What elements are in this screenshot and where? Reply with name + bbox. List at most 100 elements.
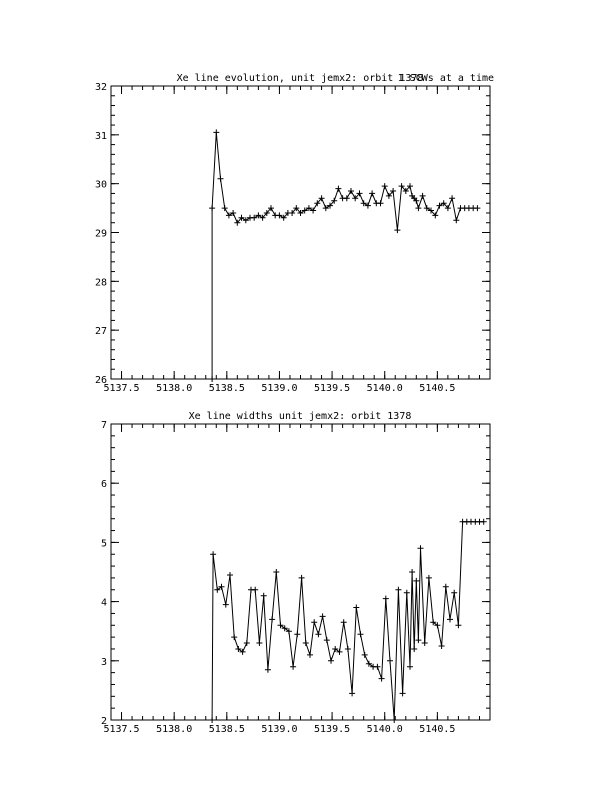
data-point-marker bbox=[402, 188, 409, 194]
data-point-marker bbox=[391, 717, 398, 723]
data-point-marker bbox=[387, 657, 393, 664]
data-point-marker bbox=[365, 660, 372, 667]
y-tick-label: 4 bbox=[101, 598, 107, 609]
data-point-marker bbox=[281, 625, 288, 632]
data-point-marker bbox=[251, 214, 258, 221]
data-point-marker bbox=[322, 205, 329, 212]
x-tick-label: 5138.0 bbox=[156, 383, 192, 394]
x-tick-label: 5140.0 bbox=[367, 724, 403, 735]
data-point-marker bbox=[327, 202, 333, 209]
x-tick-label: 5139.5 bbox=[314, 724, 350, 735]
x-tick-label: 5139.5 bbox=[314, 383, 350, 394]
data-point-marker bbox=[225, 212, 232, 219]
data-point-marker bbox=[301, 207, 308, 214]
data-point-marker bbox=[273, 569, 280, 575]
data-point-marker bbox=[423, 205, 430, 212]
data-point-marker bbox=[263, 210, 270, 216]
data-point-marker bbox=[255, 212, 262, 219]
y-tick-label: 7 bbox=[101, 420, 107, 431]
data-point-marker bbox=[340, 619, 347, 626]
data-point-marker bbox=[474, 205, 481, 212]
evolution-panel: Xe line evolution, unit jemx2: orbit 137… bbox=[95, 73, 494, 394]
data-point-marker bbox=[425, 574, 432, 581]
y-tick-label: 29 bbox=[95, 229, 107, 240]
data-point-marker bbox=[415, 205, 422, 212]
data-point-marker bbox=[252, 586, 259, 593]
data-point-marker bbox=[385, 192, 392, 199]
data-point-marker bbox=[231, 634, 238, 641]
data-point-marker bbox=[297, 210, 304, 216]
data-point-marker bbox=[436, 202, 443, 209]
y-tick-label: 3 bbox=[101, 657, 107, 668]
x-tick-label: 5137.5 bbox=[103, 724, 139, 735]
data-point-marker bbox=[217, 175, 224, 182]
data-point-marker bbox=[348, 188, 354, 194]
data-point-marker bbox=[428, 207, 434, 214]
data-point-marker bbox=[311, 619, 318, 626]
widths-chart-title: Xe line widths unit jemx2: orbit 1378 bbox=[189, 411, 412, 422]
evolution-plot-frame bbox=[110, 85, 491, 380]
data-point-marker bbox=[277, 622, 284, 629]
y-tick-label: 6 bbox=[101, 479, 107, 490]
data-point-marker bbox=[335, 185, 342, 192]
data-point-marker bbox=[382, 595, 389, 602]
data-point-marker bbox=[451, 589, 458, 596]
data-point-marker bbox=[444, 205, 451, 212]
evolution-axes: 5137.5 5138.0 5138.5 5139.0 5139.5 5140.0 5140… bbox=[95, 82, 491, 394]
data-point-marker bbox=[319, 613, 326, 620]
data-point-marker bbox=[390, 188, 397, 194]
data-point-marker bbox=[421, 640, 428, 646]
evolution-series bbox=[209, 129, 481, 382]
data-point-marker bbox=[209, 205, 216, 212]
y-tick-label: 32 bbox=[95, 82, 107, 93]
data-point-marker bbox=[374, 663, 381, 670]
data-point-marker bbox=[209, 717, 216, 723]
data-point-marker bbox=[399, 690, 406, 697]
data-point-marker bbox=[323, 637, 330, 644]
data-point-marker bbox=[447, 616, 453, 623]
data-point-marker bbox=[328, 657, 334, 664]
data-point-marker bbox=[302, 640, 309, 646]
data-point-marker bbox=[289, 210, 296, 216]
data-point-marker bbox=[221, 205, 228, 212]
y-tick-label: 26 bbox=[95, 375, 107, 386]
y-tick-label: 5 bbox=[101, 538, 107, 549]
data-point-marker bbox=[409, 569, 416, 575]
data-point-marker bbox=[361, 651, 368, 658]
data-point-marker bbox=[293, 205, 300, 212]
y-tick-label: 30 bbox=[95, 180, 107, 191]
data-point-marker bbox=[332, 646, 339, 652]
data-point-marker bbox=[264, 666, 271, 673]
data-point-marker bbox=[256, 640, 263, 646]
data-point-marker bbox=[243, 640, 250, 646]
data-point-marker bbox=[305, 205, 312, 212]
data-point-marker bbox=[442, 583, 449, 590]
data-point-marker bbox=[344, 646, 351, 652]
data-point-marker bbox=[407, 183, 413, 190]
data-point-marker bbox=[394, 227, 401, 234]
widths-axes: 5137.5 5138.0 5138.5 5139.0 5139.5 5140.0 5140… bbox=[101, 420, 491, 735]
evolution-chart-title: Xe line evolution, unit jemx2: orbit 137… bbox=[177, 73, 424, 84]
x-tick-label: 5138.0 bbox=[156, 724, 192, 735]
x-tick-label: 5138.5 bbox=[209, 724, 245, 735]
y-tick-label: 27 bbox=[95, 326, 107, 337]
x-tick-label: 5139.0 bbox=[261, 383, 297, 394]
data-point-marker bbox=[260, 592, 267, 599]
y-tick-label: 31 bbox=[95, 131, 107, 142]
data-point-marker bbox=[438, 643, 445, 649]
data-point-marker bbox=[294, 631, 301, 638]
data-point-marker bbox=[213, 129, 220, 136]
x-tick-label: 5140.5 bbox=[419, 383, 455, 394]
x-tick-label: 5140.5 bbox=[419, 724, 455, 735]
data-point-marker bbox=[222, 601, 229, 608]
data-point-marker bbox=[403, 589, 410, 596]
x-tick-label: 5140.0 bbox=[367, 383, 403, 394]
data-point-marker bbox=[331, 197, 338, 204]
series-line bbox=[211, 521, 484, 721]
data-point-marker bbox=[415, 637, 422, 644]
x-tick-label: 5137.5 bbox=[103, 383, 139, 394]
data-point-marker bbox=[430, 619, 437, 626]
widths-series bbox=[209, 518, 487, 723]
data-point-marker bbox=[407, 663, 413, 670]
data-point-marker bbox=[381, 183, 388, 190]
